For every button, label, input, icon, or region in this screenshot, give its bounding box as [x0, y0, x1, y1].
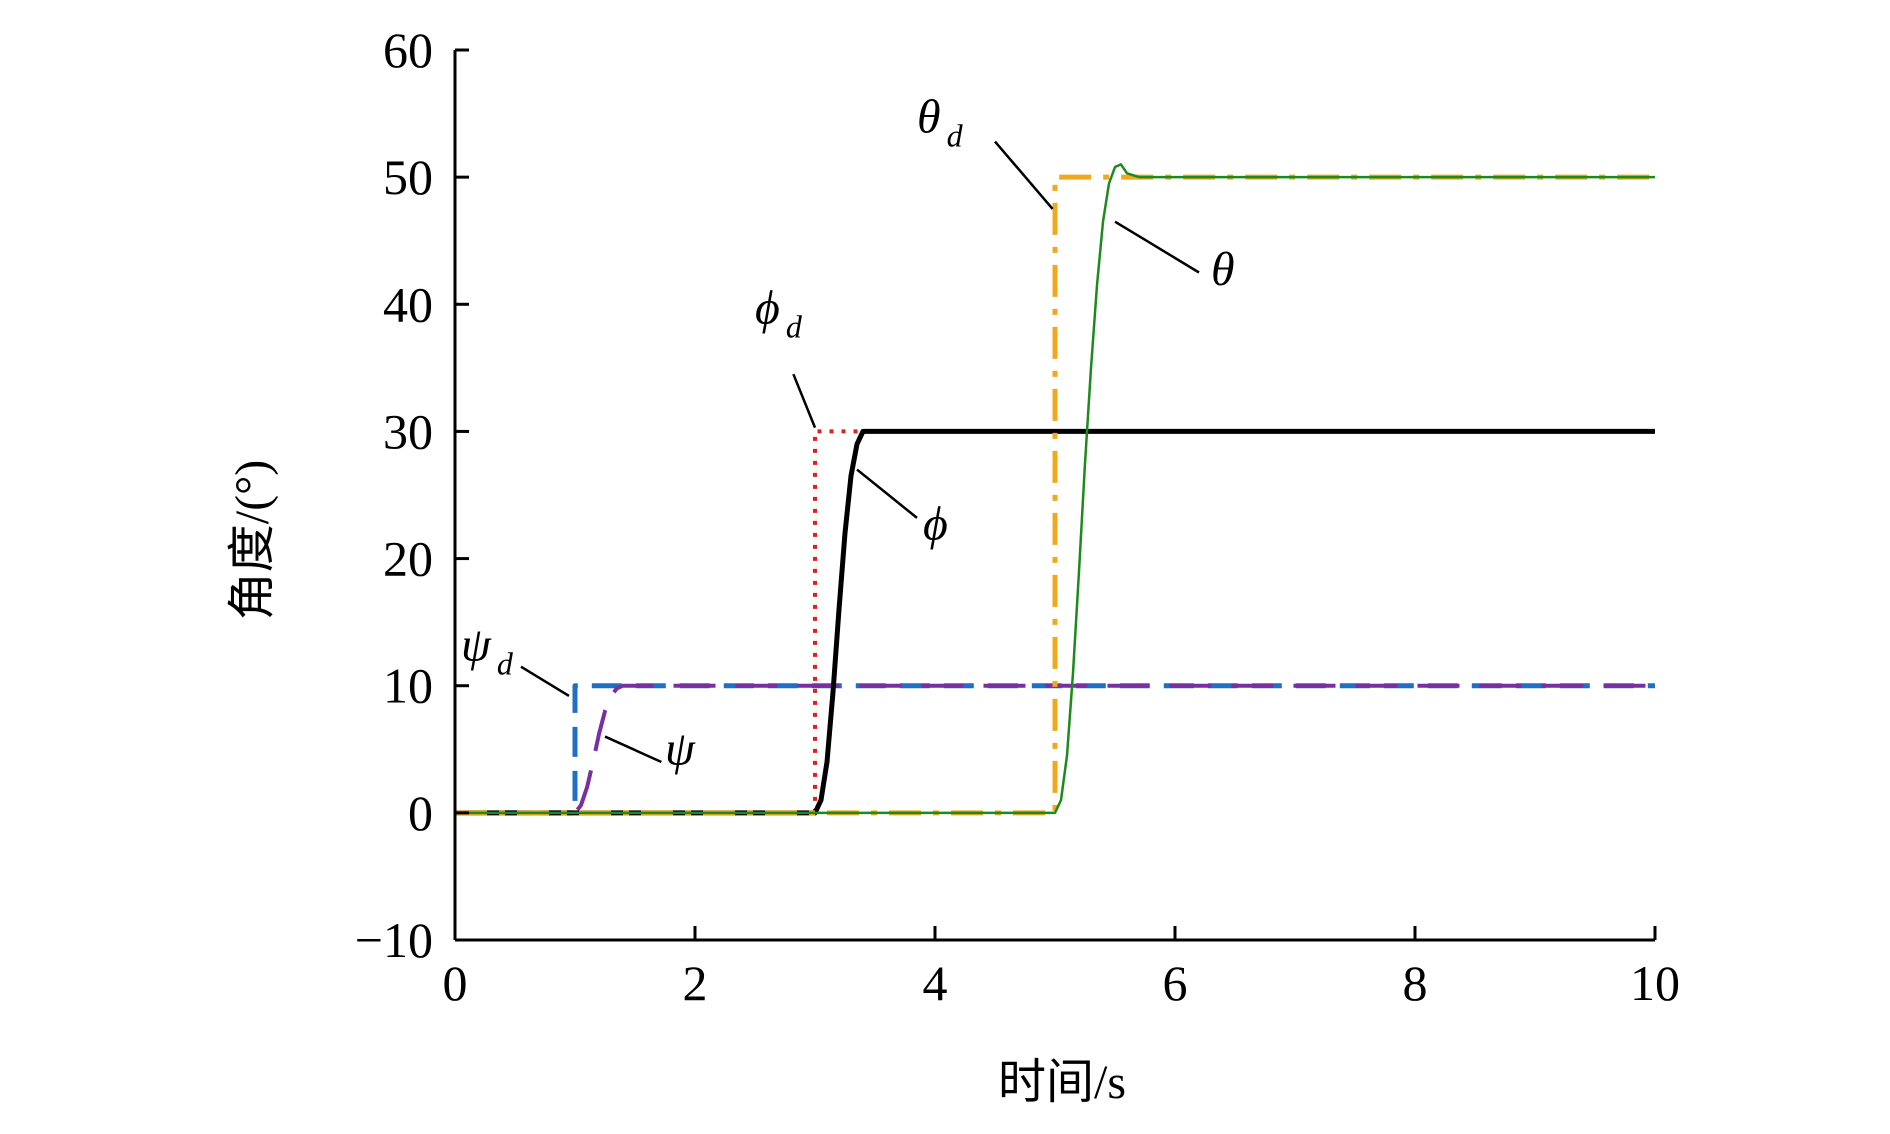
annotation-symbol: ϕ [923, 498, 948, 551]
annotation-symbol: θ [1211, 243, 1235, 296]
annotation-leader-line [792, 373, 817, 429]
series-layer [455, 163, 1655, 816]
annotation-symbol: ψ [461, 618, 492, 671]
series-line-phi [455, 428, 1655, 816]
series-line-theta_d [455, 174, 1655, 816]
series-line-psi [455, 683, 1655, 815]
axes [453, 48, 1657, 942]
y-tick-label: 10 [383, 658, 433, 714]
annotation-symbol: ψ [665, 723, 696, 776]
x-tick-label: 2 [683, 955, 708, 1011]
y-tick-label: −10 [355, 912, 433, 968]
y-tick-label: 50 [383, 149, 433, 205]
annotation-label: ψ [665, 723, 696, 776]
plot-area: ψ dψϕ dϕθ dθ [455, 91, 1655, 816]
annotation-subscript: d [947, 118, 964, 154]
y-tick-label: 60 [383, 22, 433, 78]
y-axis-label: 角度/(°) [226, 460, 279, 621]
y-tick-label: 40 [383, 276, 433, 332]
annotation-label: θ [1211, 243, 1235, 296]
x-tick-label: 4 [923, 955, 948, 1011]
x-axis-label: 时间/s [998, 1056, 1126, 1109]
annotation-symbol: θ [917, 91, 941, 144]
annotation-leader-line [520, 665, 570, 697]
series-line-theta [455, 163, 1655, 815]
annotation-symbol: ϕ [755, 281, 780, 334]
x-tick-label: 10 [1630, 955, 1680, 1011]
annotation-leader-line [856, 468, 918, 519]
y-tick-label: 0 [408, 785, 433, 841]
annotation-subscript: d [497, 645, 514, 681]
y-tick-label: 20 [383, 531, 433, 587]
x-tick-label: 0 [443, 955, 468, 1011]
x-tick-label: 8 [1403, 955, 1428, 1011]
annotation-label: ϕ [923, 498, 948, 551]
x-tick-label: 6 [1163, 955, 1188, 1011]
annotation-leader-line [1114, 220, 1200, 274]
annotation-leader-line [994, 140, 1054, 210]
y-tick-label: 30 [383, 403, 433, 459]
annotation-leader-line [604, 735, 662, 764]
annotation-layer: ψ dψϕ dϕθ dθ [461, 91, 1235, 776]
annotation-subscript: d [786, 308, 803, 344]
